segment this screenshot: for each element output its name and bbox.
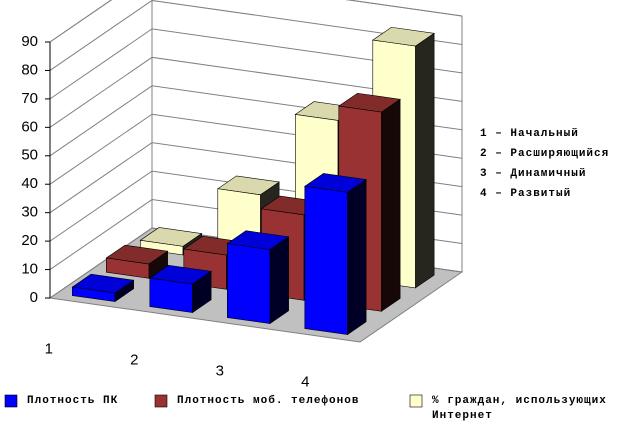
grid-line: [49, 0, 463, 71]
bar: [105, 244, 169, 279]
y-tick-label: 80: [21, 61, 38, 78]
legend-swatch: [154, 394, 168, 408]
y-tick-label: 60: [21, 118, 38, 135]
legend-swatch: [4, 394, 18, 408]
grid-line: [49, 0, 463, 43]
y-tick-label: 0: [30, 289, 38, 306]
annotation: 3 – Динамичный: [480, 168, 586, 180]
legend-label-line: Интернет: [432, 410, 493, 422]
y-tick-label: 90: [21, 33, 38, 50]
legend-label-line: % граждан, использующих: [432, 395, 607, 407]
bar-side: [269, 236, 289, 325]
grid-line: [49, 56, 463, 128]
grid-line: [49, 28, 463, 100]
y-tick-label: 30: [21, 204, 38, 221]
annotation: 4 – Развитый: [480, 188, 571, 200]
annotation: 1 – Начальный: [480, 128, 579, 140]
x-tick-label: 4: [301, 373, 309, 390]
y-tick-label: 40: [21, 175, 38, 192]
legend-swatch: [409, 394, 423, 408]
bar-side: [415, 32, 435, 289]
legend-label: Плотность ПК: [27, 395, 118, 407]
bar-front: [106, 257, 150, 279]
bar: [148, 264, 212, 314]
x-tick-label: 3: [216, 362, 224, 379]
bar-front: [227, 243, 271, 324]
bar-front: [149, 277, 193, 313]
bar-front: [304, 185, 348, 335]
bar-side: [381, 98, 401, 312]
bar-front: [140, 239, 184, 256]
y-tick-label: 20: [21, 232, 38, 249]
bar: [303, 173, 367, 336]
y-tick-label: 50: [21, 147, 38, 164]
bar-front: [72, 286, 116, 302]
legend-label: % граждан, использующих Интернет: [432, 395, 607, 422]
bar: [71, 273, 135, 303]
x-tick-label: 2: [130, 351, 138, 368]
legend-label: Плотность моб. телефонов: [177, 394, 359, 407]
annotation: 2 – Расширяющийся: [480, 148, 609, 160]
x-tick-label: 1: [45, 340, 53, 357]
y-tick-label: 70: [21, 90, 38, 107]
y-tick-label: 10: [21, 261, 38, 278]
bar-side: [347, 178, 367, 336]
bar: [226, 230, 290, 325]
